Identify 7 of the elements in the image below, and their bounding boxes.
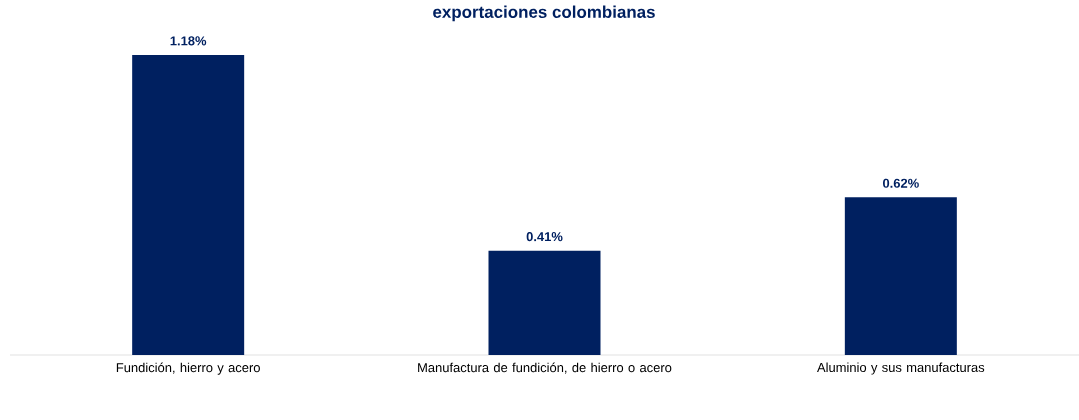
x-tick-label: Fundición, hierro y acero xyxy=(116,362,260,375)
data-label: 0.41% xyxy=(526,232,563,242)
chart-title: exportaciones colombianas xyxy=(433,5,655,22)
data-label: 1.18% xyxy=(170,36,207,46)
x-tick-label: Manufactura de fundición, de hierro o acero xyxy=(418,362,672,374)
data-label: 0.62% xyxy=(882,178,919,188)
x-tick-label: Aluminio y sus manufacturas xyxy=(817,362,985,375)
